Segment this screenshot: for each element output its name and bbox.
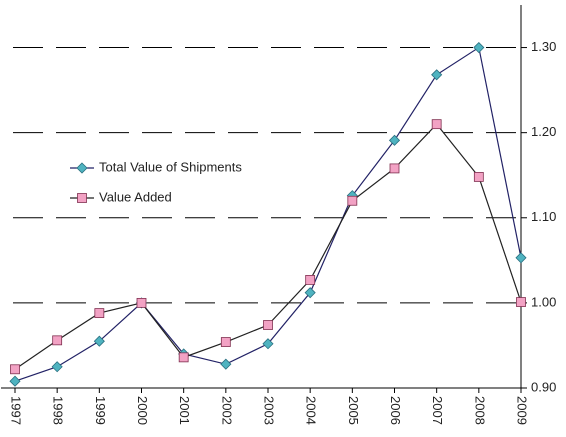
data-point — [388, 134, 401, 146]
legend-marker — [77, 193, 87, 203]
y-tick-label: 1.30 — [531, 39, 556, 54]
data-point — [516, 297, 526, 307]
data-point — [431, 69, 443, 81]
x-tick-label: 2007 — [430, 396, 445, 425]
data-point — [93, 335, 105, 347]
x-tick-label: 2005 — [346, 396, 361, 425]
x-tick-label: 2004 — [304, 396, 319, 425]
legend-label: Total Value of Shipments — [99, 159, 242, 174]
data-point — [10, 364, 20, 375]
data-point — [515, 252, 527, 264]
data-point — [262, 338, 274, 350]
x-tick-label: 2003 — [262, 396, 277, 425]
x-tick-label: 1997 — [9, 396, 24, 425]
data-point — [51, 361, 63, 373]
data-point — [178, 352, 189, 363]
data-point — [473, 41, 485, 54]
x-tick-label: 2009 — [515, 396, 530, 425]
x-tick-label: 1999 — [93, 396, 108, 425]
data-point — [347, 195, 358, 206]
x-tick-label: 2008 — [472, 396, 487, 425]
data-point — [9, 375, 21, 387]
y-tick-label: 1.20 — [531, 124, 556, 139]
y-tick-label: 1.10 — [531, 209, 556, 224]
data-point — [305, 275, 316, 285]
data-point — [389, 163, 400, 174]
data-point — [431, 119, 442, 130]
y-tick-label: 1.00 — [531, 294, 556, 309]
data-point — [94, 308, 105, 319]
x-tick-label: 1998 — [51, 396, 66, 425]
x-tick-label: 2001 — [177, 396, 192, 425]
data-point — [220, 358, 232, 370]
y-tick-label: 0.90 — [531, 379, 556, 394]
data-point — [52, 335, 63, 346]
data-point — [263, 320, 273, 330]
x-tick-label: 2002 — [219, 396, 234, 425]
legend-marker — [76, 162, 88, 174]
data-point — [220, 337, 231, 347]
x-tick-label: 2006 — [388, 396, 403, 425]
data-point — [136, 297, 147, 308]
x-tick-label: 2000 — [135, 396, 150, 425]
series-line — [14, 123, 522, 370]
data-point — [473, 172, 484, 182]
data-point — [304, 287, 316, 299]
legend-label: Value Added — [99, 189, 172, 204]
series-line — [14, 46, 522, 382]
